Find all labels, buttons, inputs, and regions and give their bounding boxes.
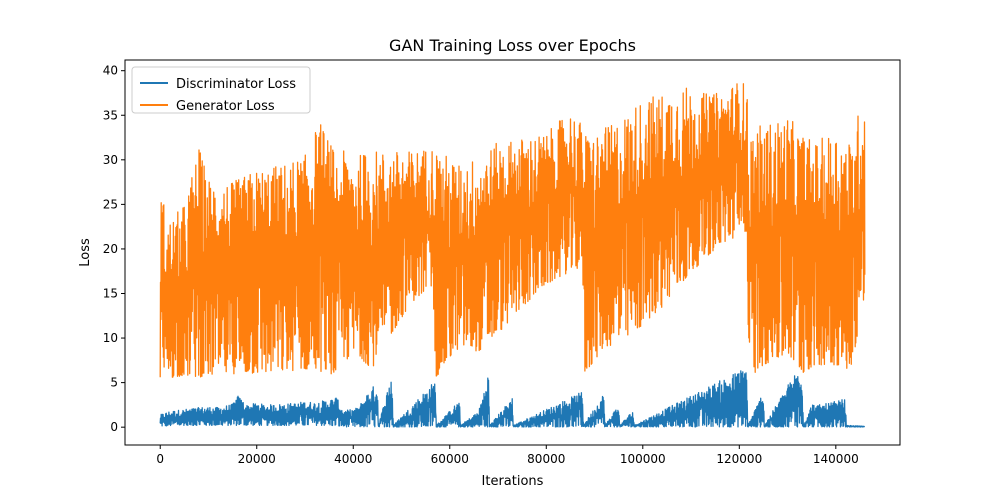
x-tick-label: 120000 <box>716 452 762 466</box>
y-tick-label: 5 <box>110 376 118 390</box>
chart-title: GAN Training Loss over Epochs <box>389 36 636 55</box>
y-tick-label: 40 <box>103 64 118 78</box>
y-tick-label: 10 <box>103 331 118 345</box>
y-tick-label: 25 <box>103 197 118 211</box>
legend-label: Generator Loss <box>176 99 275 114</box>
y-tick-label: 20 <box>103 242 118 256</box>
y-tick-label: 30 <box>103 153 118 167</box>
x-axis: 0 20000 40000 60000 80000 100000 120000 140000 <box>156 445 859 466</box>
legend: Discriminator Loss Generator Loss <box>131 66 311 114</box>
x-tick-label: 140000 <box>813 452 859 466</box>
y-axis-label: Loss <box>78 238 93 267</box>
x-tick-label: 80000 <box>527 452 565 466</box>
discriminator-loss-line <box>159 370 866 428</box>
x-tick-label: 0 <box>156 452 164 466</box>
y-tick-label: 15 <box>103 286 118 300</box>
generator-loss-line <box>159 83 866 378</box>
x-tick-label: 100000 <box>620 452 666 466</box>
x-tick-label: 40000 <box>334 452 372 466</box>
x-tick-label: 20000 <box>238 452 276 466</box>
series-layer <box>159 83 866 428</box>
x-tick-label: 60000 <box>431 452 469 466</box>
legend-label: Discriminator Loss <box>176 77 296 92</box>
y-axis: 0 5 10 15 20 25 30 35 40 <box>103 64 125 434</box>
legend-box <box>131 66 311 114</box>
y-tick-label: 0 <box>110 420 118 434</box>
plot-area-frame <box>124 59 901 446</box>
x-axis-label: Iterations <box>482 474 544 489</box>
y-tick-label: 35 <box>103 108 118 122</box>
